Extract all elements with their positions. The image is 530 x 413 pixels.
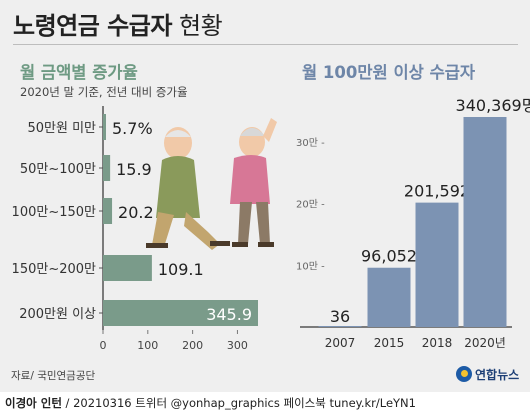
grandmother-figure xyxy=(230,118,277,247)
left-category-label: 150만~200만 xyxy=(12,262,96,277)
right-bar xyxy=(415,202,459,327)
left-value-label: 109.1 xyxy=(158,260,204,279)
title-suffix: 현황 xyxy=(171,12,223,40)
right-value-label: 201,592 xyxy=(404,182,470,201)
left-tick-label: 100 xyxy=(137,339,158,352)
logo-text: 연합뉴스 xyxy=(475,368,520,382)
title-divider xyxy=(13,44,518,45)
right-tick-label: 10만 - xyxy=(296,260,325,272)
right-tick-label: 30만 - xyxy=(296,137,325,149)
source-note: 자료/ 국민연금공단 xyxy=(11,370,96,382)
left-bar xyxy=(103,198,113,224)
right-category-label: 2007 xyxy=(325,336,356,350)
title-main: 노령연금 수급자 xyxy=(13,12,172,40)
content-panel: 노령연금 수급자 현황 월 금액별 증가율 2020년 말 기준, 전년 대비 … xyxy=(0,0,530,392)
right-bar xyxy=(318,326,362,327)
right-category-label: 2015 xyxy=(374,336,405,350)
left-tick-label: 0 xyxy=(100,339,107,352)
left-tick-label: 300 xyxy=(227,339,248,352)
left-category-label: 100만~150만 xyxy=(12,205,96,220)
right-category-label: 2020년 xyxy=(464,336,506,350)
left-chart-title: 월 금액별 증가율 xyxy=(20,63,138,82)
right-bar xyxy=(367,267,411,327)
left-chart-subtitle: 2020년 말 기준, 전년 대비 증가율 xyxy=(20,85,188,99)
elderly-couple-illustration xyxy=(146,118,277,250)
left-value-label: 20.2 xyxy=(118,203,154,222)
logo-icon xyxy=(456,366,472,382)
left-bar xyxy=(103,255,152,281)
right-chart-title: 월 100만원 이상 수급자 xyxy=(302,63,476,82)
credit-line: 이경아 인턴 / 20210316 트위터 @yonhap_graphics 페… xyxy=(5,395,416,411)
right-value-label: 96,052 xyxy=(361,247,417,266)
left-bar xyxy=(103,114,106,140)
right-bar-chart: 10만 - 20만 - 30만 - 36 2007 96,052 2015 201,592 20… xyxy=(296,96,530,350)
left-value-label: 5.7% xyxy=(112,119,153,138)
right-bar xyxy=(463,117,507,327)
page-title: 노령연금 수급자 현황 xyxy=(13,6,223,41)
left-value-label: 345.9 xyxy=(206,305,252,324)
left-bar-chart: 50만원 미만 5.7% 50만~100만 15.9 100만~150만 20.2 150만… xyxy=(12,106,258,352)
right-category-label: 2018 xyxy=(422,336,453,350)
right-value-label: 36 xyxy=(330,307,350,326)
left-category-label: 50만원 미만 xyxy=(27,121,96,136)
left-tick-label: 200 xyxy=(182,339,203,352)
left-bar xyxy=(103,155,111,181)
left-bar xyxy=(103,300,258,326)
left-value-label: 15.9 xyxy=(116,160,152,179)
credit-details: / 20210316 트위터 @yonhap_graphics 페이스북 tun… xyxy=(61,396,416,410)
grandfather-figure xyxy=(146,127,230,250)
left-category-label: 200만원 이상 xyxy=(19,307,96,322)
right-value-label: 340,369명 xyxy=(456,96,530,115)
yonhap-logo: 연합뉴스 xyxy=(456,365,526,383)
left-category-label: 50만~100만 xyxy=(20,162,96,177)
right-tick-label: 20만 - xyxy=(296,199,325,211)
credit-author: 이경아 인턴 xyxy=(5,396,62,410)
